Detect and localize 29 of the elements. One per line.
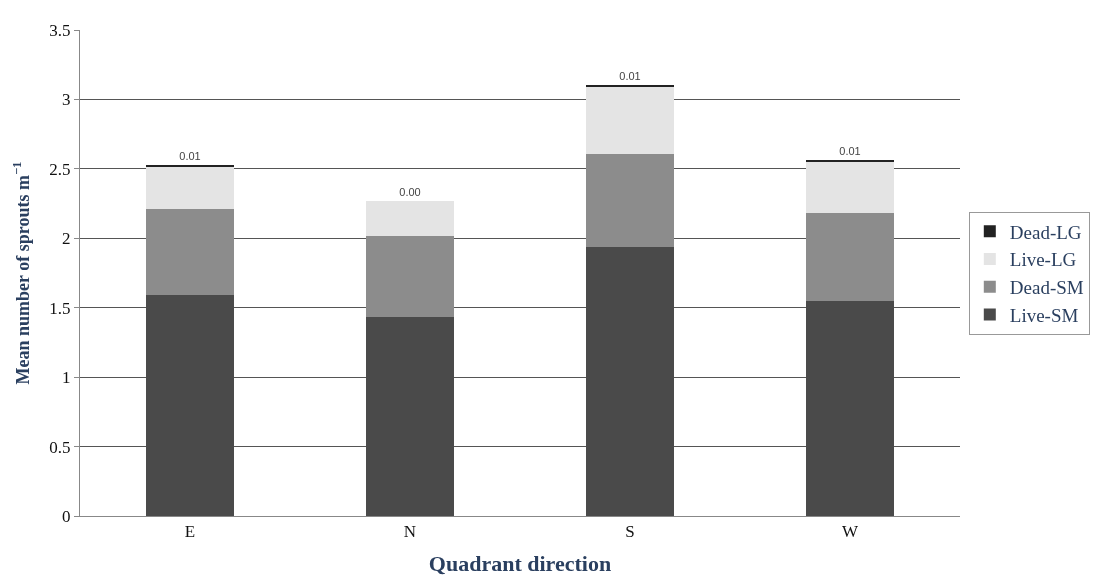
y-tick-label: 0 (62, 506, 71, 526)
data-label: 0.01 (179, 149, 201, 162)
y-tick-label: 1.5 (49, 298, 71, 318)
x-tick-label: S (625, 522, 635, 542)
legend-label: Live-SM (1009, 304, 1079, 326)
legend-label: Live-LG (1009, 249, 1077, 271)
bar (586, 86, 674, 154)
bar (806, 161, 894, 214)
y-tick-label: 0.5 (49, 437, 71, 457)
x-axis-title: Quadrant direction (428, 551, 612, 577)
x-tick-label: W (841, 522, 859, 542)
x-tick-label: N (403, 522, 417, 542)
y-tick-label: 3.5 (49, 20, 71, 40)
bar (146, 166, 234, 210)
bar (806, 213, 894, 301)
y-tick-label: 3 (62, 90, 71, 110)
data-label: 0.00 (399, 185, 421, 198)
bar (366, 200, 454, 236)
data-label: 0.01 (619, 70, 641, 82)
y-tick-label: 1 (62, 368, 71, 388)
bar (366, 235, 454, 318)
data-label: 0.01 (839, 145, 861, 157)
legend-label: Dead-SM (1009, 277, 1084, 299)
y-tick-label: 2 (62, 229, 71, 249)
legend-label: Dead-LG (1009, 221, 1082, 243)
bar (146, 209, 234, 296)
x-tick-label: E (184, 522, 196, 542)
bar (586, 153, 674, 247)
y-tick-label: 2.5 (49, 159, 71, 179)
